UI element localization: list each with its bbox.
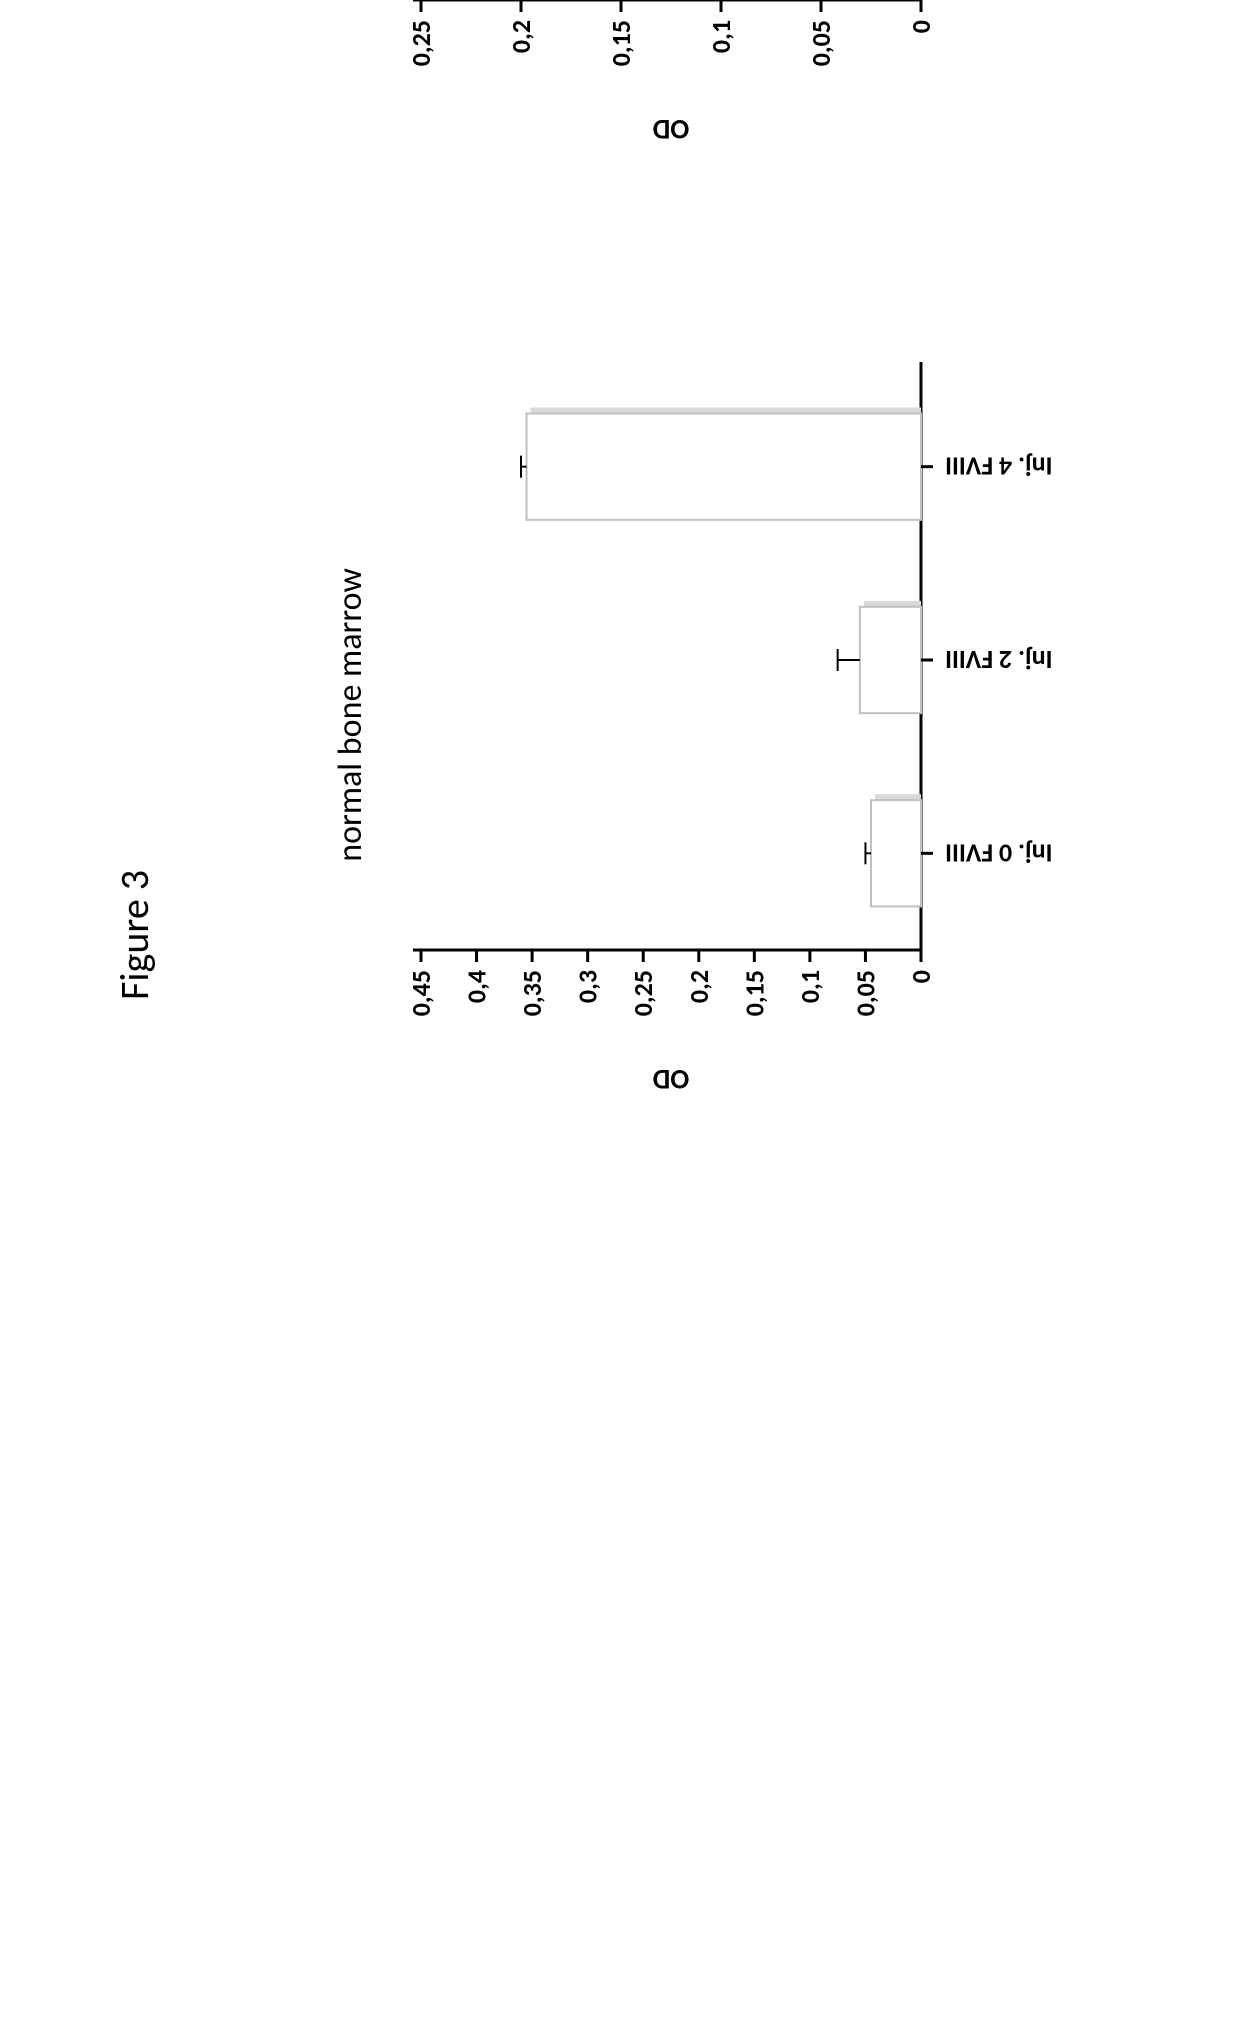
y-tick-label: 0,05 [805,20,837,66]
y-tick-label: 0,45 [405,970,437,1016]
bar [860,607,921,713]
bar-chart: 0 0,05 0,1 0,15 0,2 0,25 0,3 0,35 0,4 0,45 OD Inj. … [401,330,1121,1100]
y-axis-label: OD [652,112,689,147]
chart-title: normal bone marrow [330,568,371,862]
bar-chart: 00,050,10,150,20,25ODInj. 0 FVIIIInj. 2 … [401,0,1121,150]
y-tick-label: 0,05 [849,970,881,1016]
y-tick-label: 0,35 [516,970,548,1016]
y-tick-label: 0,15 [738,970,770,1016]
y-tick-label: 0,4 [461,970,493,1003]
category-label: Inj. 0 FVIII [945,837,1053,869]
y-tick-label: 0,3 [572,970,604,1003]
y-tick-label: 0,15 [605,20,637,66]
category-label: Inj. 4 FVIII [945,451,1053,483]
chart-block: CD1d bone marrow00,050,10,150,20,25ODInj… [330,0,1121,150]
charts-row: normal bone marrow 0 0,05 0,1 0,15 0,2 0,25 0,3… [330,0,1121,1100]
category-label: Inj. 2 FVIII [945,644,1053,676]
bar [871,800,921,906]
figure-label: Figure 3 [110,870,159,1000]
y-axis-label: OD [652,1062,689,1097]
page: Figure 3 normal bone marrow00,050,10,150… [0,0,1240,1240]
chart-area: 00,050,10,150,20,25ODInj. 0 FVIIIInj. 2 … [401,0,1121,150]
y-tick-label: 0,25 [627,970,659,1016]
bar [527,414,921,520]
y-tick-label: 0,1 [705,20,737,53]
chart-area: 0 0,05 0,1 0,15 0,2 0,25 0,3 0,35 0,4 0,45 OD Inj. … [401,330,1121,1100]
y-tick-label: 0,1 [794,970,826,1003]
chart-block: normal bone marrow 0 0,05 0,1 0,15 0,2 0,25 0,3… [330,330,1121,1100]
y-tick-label: 0 [905,20,937,33]
y-tick-label: 0 [905,970,937,983]
y-tick-label: 0,2 [683,970,715,1003]
y-tick-label: 0,2 [505,20,537,53]
y-tick-label: 0,25 [405,20,437,66]
